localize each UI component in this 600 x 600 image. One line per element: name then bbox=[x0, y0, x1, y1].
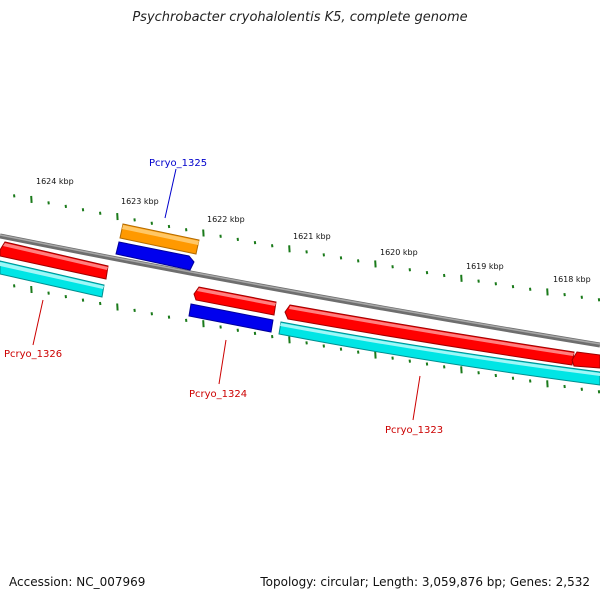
scale-label-1622: 1622 kbp bbox=[207, 215, 245, 224]
callout-line-1324 bbox=[218, 339, 227, 385]
scale-label-1620: 1620 kbp bbox=[380, 248, 418, 257]
callout-line-1325 bbox=[164, 168, 177, 219]
scale-label-1623: 1623 kbp bbox=[121, 197, 159, 206]
gene-pcryo-1323[interactable] bbox=[278, 304, 600, 386]
outer-tick-row bbox=[13, 194, 600, 302]
callout-line-1323 bbox=[412, 375, 421, 421]
map-title: Psychrobacter cryohalolentis K5, complet… bbox=[132, 10, 468, 25]
scale-label-1621: 1621 kbp bbox=[293, 232, 331, 241]
genome-backbone bbox=[0, 233, 600, 348]
gene-label-1323[interactable]: Pcryo_1323 bbox=[385, 425, 443, 436]
gene-label-1325[interactable]: Pcryo_1325 bbox=[149, 158, 207, 169]
accession-text: Accession: NC_007969 bbox=[9, 575, 146, 589]
gene-label-1326[interactable]: Pcryo_1326 bbox=[4, 349, 62, 360]
callout-line-1326 bbox=[32, 299, 44, 346]
genome-summary-text: Topology: circular; Length: 3,059,876 bp… bbox=[260, 575, 590, 589]
gene-label-1324[interactable]: Pcryo_1324 bbox=[189, 389, 247, 400]
gene-partial-right[interactable] bbox=[571, 351, 600, 369]
gene-pcryo-1326[interactable] bbox=[0, 241, 109, 298]
inner-tick-row bbox=[13, 284, 600, 394]
gene-pcryo-1324[interactable] bbox=[188, 286, 277, 333]
scale-label-1624: 1624 kbp bbox=[36, 177, 74, 186]
scale-label-1619: 1619 kbp bbox=[466, 262, 504, 271]
gene-pcryo-1325[interactable] bbox=[115, 223, 200, 271]
genome-backbone-highlight bbox=[0, 234, 600, 345]
scale-label-1618: 1618 kbp bbox=[553, 275, 591, 284]
